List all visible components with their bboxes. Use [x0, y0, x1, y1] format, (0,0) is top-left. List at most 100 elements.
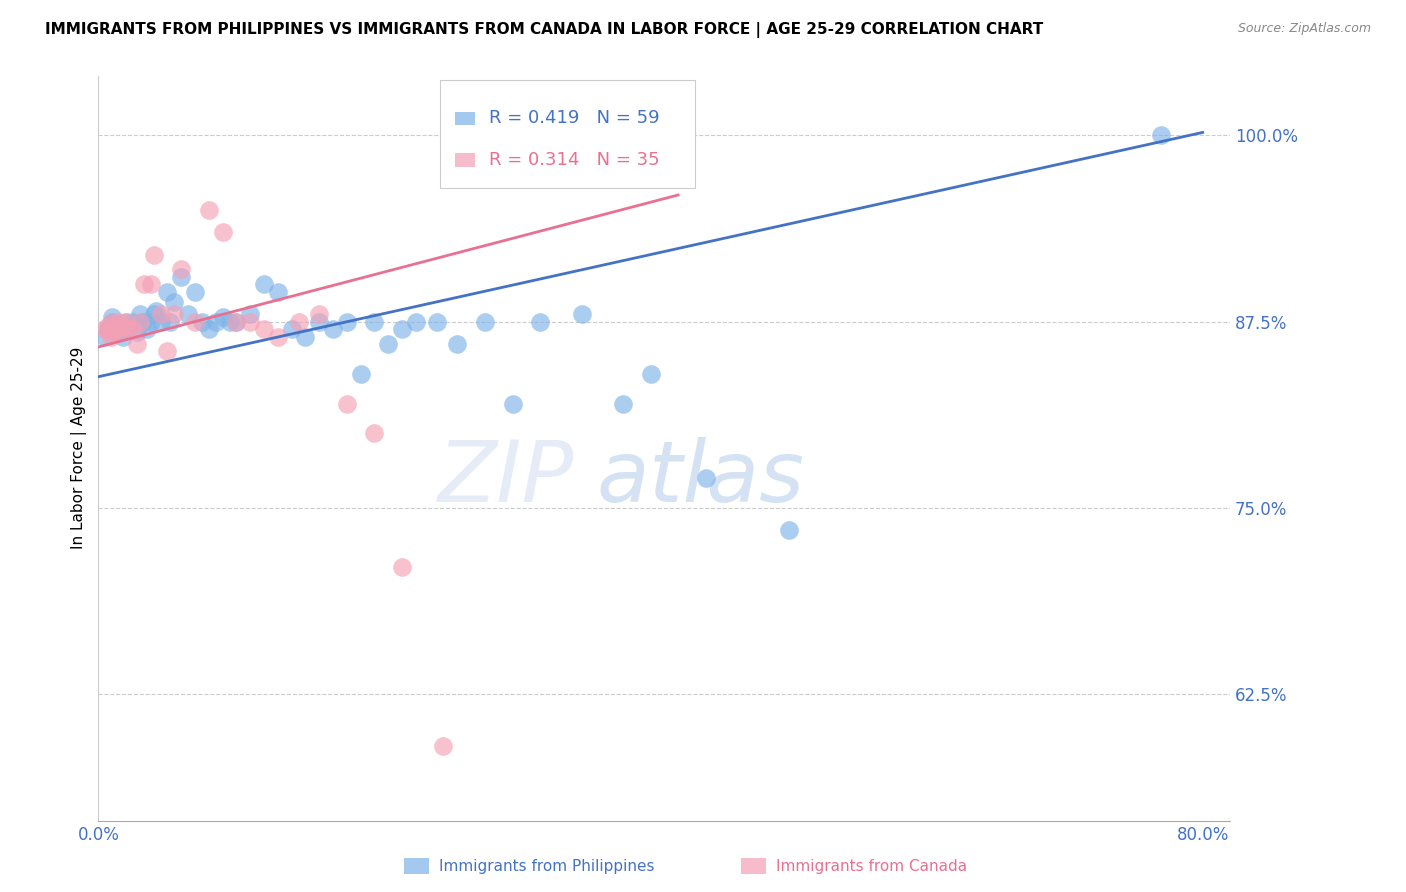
Point: [142, 307, 165, 321]
Point: [225, 315, 247, 329]
Text: Immigrants from Canada: Immigrants from Canada: [776, 859, 967, 873]
Point: [184, 285, 207, 299]
Point: [112, 319, 135, 334]
Point: [474, 315, 496, 329]
Point: [135, 322, 157, 336]
Point: [101, 315, 124, 329]
Point: [191, 315, 214, 329]
Point: [391, 560, 413, 574]
Point: [184, 315, 207, 329]
Text: Immigrants from Philippines: Immigrants from Philippines: [439, 859, 654, 873]
Point: [149, 307, 172, 321]
Point: [100, 319, 122, 334]
Point: [97, 319, 120, 334]
Point: [97, 322, 120, 336]
Point: [139, 315, 162, 329]
Point: [125, 325, 148, 339]
Point: [115, 315, 138, 329]
Point: [204, 315, 226, 329]
Point: [112, 329, 135, 343]
Point: [149, 315, 172, 329]
Point: [640, 367, 662, 381]
Point: [104, 322, 127, 336]
Point: [132, 277, 155, 292]
Point: [104, 322, 127, 336]
Text: IMMIGRANTS FROM PHILIPPINES VS IMMIGRANTS FROM CANADA IN LABOR FORCE | AGE 25-29: IMMIGRANTS FROM PHILIPPINES VS IMMIGRANT…: [45, 22, 1043, 38]
Point: [405, 315, 427, 329]
Point: [128, 315, 150, 329]
Point: [198, 202, 221, 217]
Point: [253, 322, 276, 336]
Y-axis label: In Labor Force | Age 25-29: In Labor Force | Age 25-29: [72, 347, 87, 549]
Point: [163, 307, 186, 321]
Point: [105, 325, 128, 339]
Point: [322, 322, 344, 336]
Text: Source: ZipAtlas.com: Source: ZipAtlas.com: [1237, 22, 1371, 36]
Point: [98, 322, 121, 336]
Point: [308, 307, 330, 321]
Point: [211, 225, 233, 239]
Point: [170, 262, 193, 277]
Point: [156, 344, 179, 359]
Point: [280, 322, 302, 336]
Text: atlas: atlas: [596, 436, 804, 519]
Point: [108, 319, 131, 334]
Point: [446, 337, 468, 351]
Point: [336, 315, 359, 329]
Text: R = 0.419   N = 59: R = 0.419 N = 59: [489, 110, 659, 128]
Point: [105, 325, 128, 339]
Point: [571, 307, 593, 321]
Point: [294, 329, 316, 343]
Point: [377, 337, 399, 351]
Point: [139, 277, 162, 292]
Point: [101, 315, 124, 329]
Point: [336, 396, 359, 410]
Point: [101, 310, 124, 325]
Point: [118, 322, 141, 336]
Point: [267, 285, 290, 299]
Point: [1150, 128, 1173, 143]
Point: [108, 315, 131, 329]
FancyBboxPatch shape: [440, 79, 695, 187]
Point: [239, 307, 262, 321]
Point: [122, 322, 145, 336]
Point: [432, 739, 454, 754]
Point: [225, 315, 247, 329]
Point: [163, 295, 186, 310]
Text: ZIP: ZIP: [437, 436, 574, 519]
Point: [287, 315, 309, 329]
Point: [239, 315, 262, 329]
Point: [94, 329, 117, 343]
FancyBboxPatch shape: [404, 858, 429, 874]
Point: [156, 285, 179, 299]
Point: [502, 396, 524, 410]
Point: [115, 322, 138, 336]
Point: [391, 322, 413, 336]
Point: [308, 315, 330, 329]
Point: [94, 322, 117, 336]
Point: [118, 322, 141, 336]
Point: [159, 315, 181, 329]
Point: [128, 307, 150, 321]
Point: [218, 315, 240, 329]
Point: [131, 315, 153, 329]
FancyBboxPatch shape: [456, 112, 475, 125]
Point: [778, 523, 800, 537]
Point: [125, 337, 148, 351]
Point: [529, 315, 551, 329]
Point: [253, 277, 276, 292]
Point: [211, 310, 233, 325]
Point: [426, 315, 449, 329]
FancyBboxPatch shape: [741, 858, 766, 874]
Point: [142, 247, 165, 261]
Point: [110, 322, 132, 336]
Point: [350, 367, 373, 381]
Point: [267, 329, 290, 343]
Point: [122, 315, 145, 329]
Point: [98, 325, 121, 339]
Point: [363, 426, 385, 441]
Point: [110, 322, 132, 336]
Point: [170, 269, 193, 284]
Text: R = 0.314   N = 35: R = 0.314 N = 35: [489, 151, 659, 169]
Point: [100, 329, 122, 343]
